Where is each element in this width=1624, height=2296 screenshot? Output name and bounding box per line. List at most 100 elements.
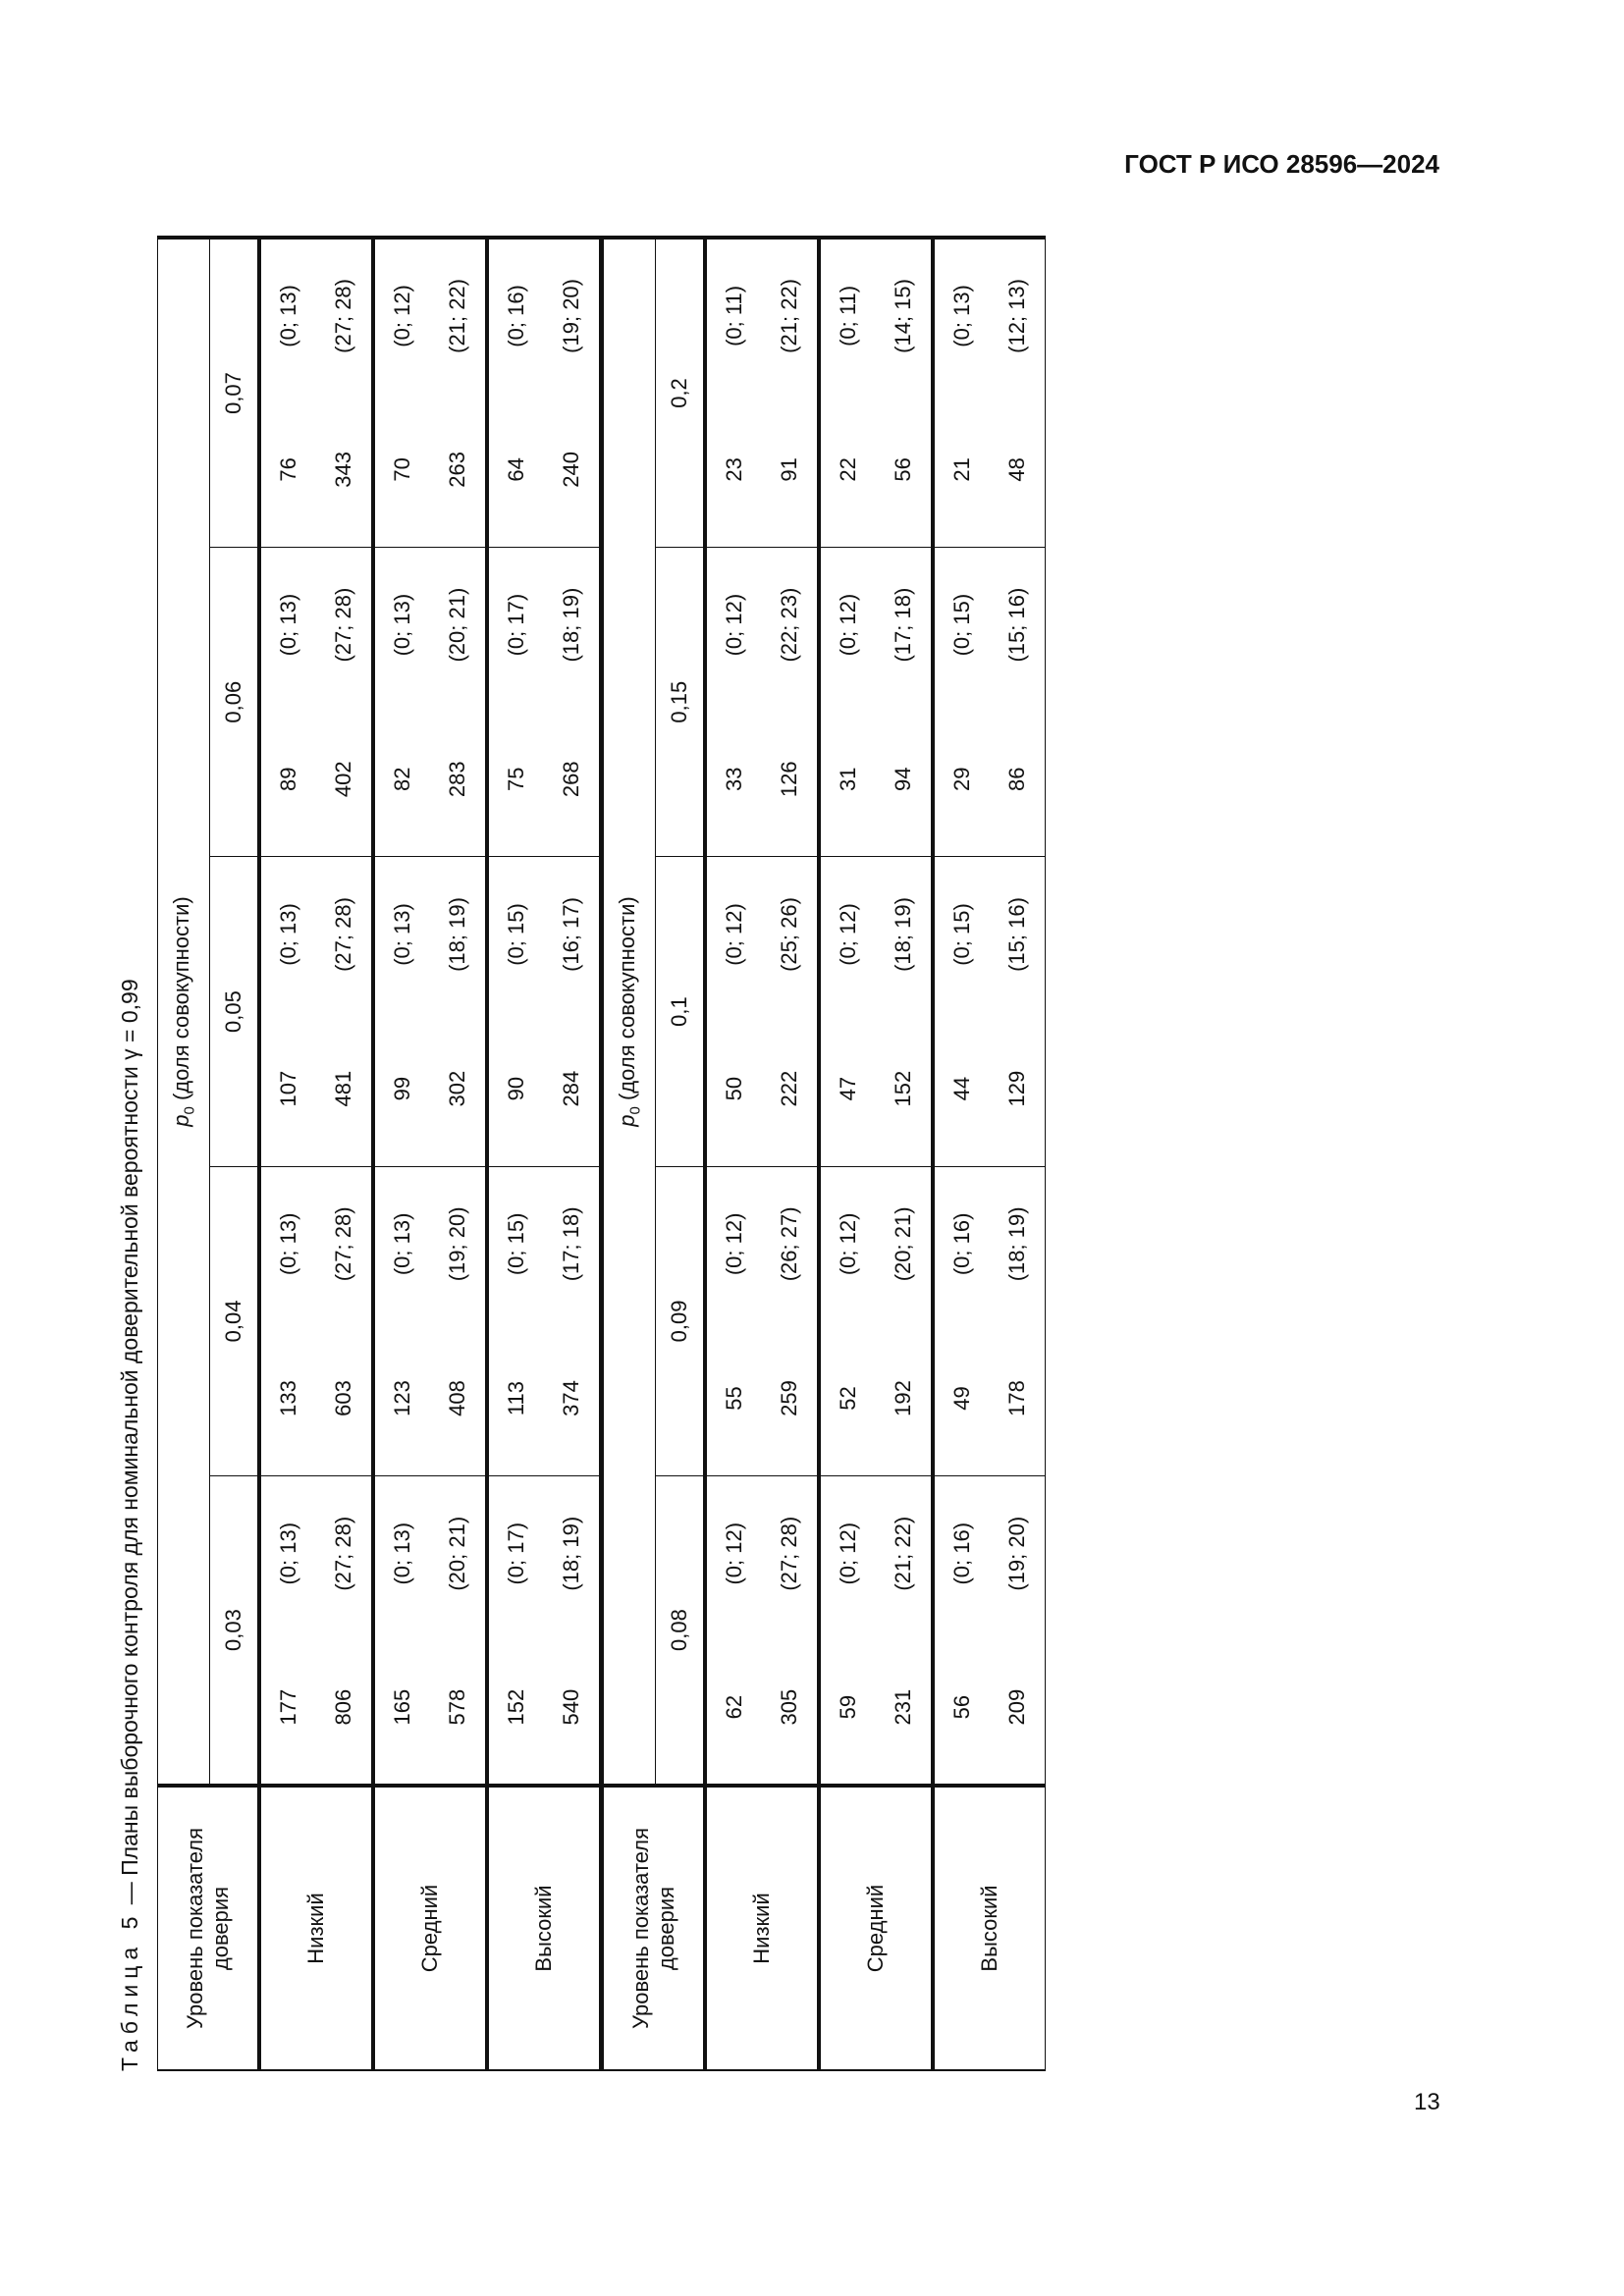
- caption-label: Таблица 5: [117, 1910, 142, 2071]
- acceptance-interval-cell: (15; 16): [990, 547, 1046, 703]
- acceptance-interval-cell: (20; 21): [876, 1166, 933, 1321]
- sample-size-cell: 152: [487, 1630, 544, 1786]
- acceptance-interval-cell: (20; 21): [430, 1475, 487, 1631]
- level-header: Уровень показателя доверия: [603, 1786, 705, 2070]
- acceptance-interval-cell: (19; 20): [990, 1475, 1046, 1631]
- table-row: Средний 165 (0; 13) 123 (0; 13) 99 (0; 13) 82 (0…: [373, 238, 487, 2070]
- sample-size-cell: 305: [762, 1630, 819, 1786]
- sample-size-cell: 540: [544, 1630, 601, 1786]
- sample-size-cell: 82: [373, 702, 430, 857]
- acceptance-interval-cell: (18; 19): [876, 856, 933, 1012]
- sample-size-cell: 99: [373, 1011, 430, 1167]
- acceptance-interval-cell: (0; 13): [933, 238, 990, 393]
- acceptance-interval-cell: (25; 26): [762, 856, 819, 1012]
- level-header: Уровень показателя доверия: [157, 1786, 259, 2070]
- acceptance-interval-cell: (0; 13): [259, 856, 316, 1012]
- sample-size-cell: 47: [819, 1011, 876, 1167]
- acceptance-interval-cell: (27; 28): [762, 1475, 819, 1631]
- sample-size-cell: 90: [487, 1011, 544, 1167]
- level-cell: Низкий: [705, 1786, 819, 2070]
- p-value-header: 0,05: [209, 856, 259, 1167]
- acceptance-interval-cell: (0; 16): [933, 1475, 990, 1631]
- sample-size-cell: 152: [876, 1011, 933, 1167]
- acceptance-interval-cell: (0; 12): [819, 1475, 876, 1631]
- acceptance-interval-cell: (19; 20): [544, 238, 601, 393]
- acceptance-interval-cell: (21; 22): [762, 238, 819, 393]
- acceptance-interval-cell: (0; 12): [819, 547, 876, 703]
- sample-size-cell: 33: [705, 702, 762, 857]
- acceptance-interval-cell: (17; 18): [876, 547, 933, 703]
- acceptance-interval-cell: (0; 11): [819, 238, 876, 393]
- acceptance-interval-cell: (14; 15): [876, 238, 933, 393]
- sample-size-cell: 133: [259, 1320, 316, 1476]
- sample-size-cell: 343: [316, 392, 373, 548]
- sample-size-cell: 89: [259, 702, 316, 857]
- acceptance-interval-cell: (0; 17): [487, 1475, 544, 1631]
- acceptance-interval-cell: (27; 28): [316, 547, 373, 703]
- sample-size-cell: 56: [876, 392, 933, 548]
- sample-size-cell: 806: [316, 1630, 373, 1786]
- acceptance-interval-cell: (0; 13): [373, 856, 430, 1012]
- table-row: Низкий 62 (0; 12) 55 (0; 12) 50 (0; 12) 33 (0; 1…: [705, 238, 819, 2070]
- sample-size-cell: 64: [487, 392, 544, 548]
- table-row: Низкий 177 (0; 13) 133 (0; 13) 107 (0; 13) 89 (0…: [259, 238, 373, 2070]
- p-value-header: 0,03: [209, 1475, 259, 1786]
- acceptance-interval-cell: (16; 17): [544, 856, 601, 1012]
- p-value-header: 0,07: [209, 238, 259, 548]
- p-value-header: 0,08: [655, 1475, 705, 1786]
- acceptance-interval-cell: (0; 16): [487, 238, 544, 393]
- p-value-header: 0,04: [209, 1166, 259, 1476]
- table-part-2: Уровень показателя доверия p0 (доля совок…: [603, 236, 1046, 2071]
- acceptance-interval-cell: (18; 19): [544, 1475, 601, 1631]
- sample-size-cell: 59: [819, 1630, 876, 1786]
- sample-size-cell: 402: [316, 702, 373, 857]
- sample-size-cell: 165: [373, 1630, 430, 1786]
- acceptance-interval-cell: (0; 13): [259, 547, 316, 703]
- sample-size-cell: 55: [705, 1320, 762, 1476]
- p0-header: p0 (доля совокупности): [603, 238, 656, 1786]
- sample-size-cell: 123: [373, 1320, 430, 1476]
- p-value-header: 0,09: [655, 1166, 705, 1476]
- level-cell: Средний: [373, 1786, 487, 2070]
- p-value-header: 0,1: [655, 856, 705, 1167]
- acceptance-interval-cell: (0; 12): [819, 856, 876, 1012]
- sampling-plans-table: Уровень показателя доверия p0 (доля совок…: [157, 236, 1046, 2071]
- level-cell: Высокий: [933, 1786, 1046, 2070]
- sample-size-cell: 94: [876, 702, 933, 857]
- table-row: Средний 59 (0; 12) 52 (0; 12) 47 (0; 12) 31 (0; …: [819, 238, 933, 2070]
- p-value-header: 0,15: [655, 547, 705, 857]
- acceptance-interval-cell: (0; 13): [373, 1166, 430, 1321]
- sample-size-cell: 23: [705, 392, 762, 548]
- sample-size-cell: 107: [259, 1011, 316, 1167]
- sample-size-cell: 113: [487, 1320, 544, 1476]
- p-value-header: 0,06: [209, 547, 259, 857]
- acceptance-interval-cell: (12; 13): [990, 238, 1046, 393]
- sample-size-cell: 178: [990, 1320, 1046, 1476]
- acceptance-interval-cell: (21; 22): [876, 1475, 933, 1631]
- acceptance-interval-cell: (0; 12): [705, 856, 762, 1012]
- sample-size-cell: 283: [430, 702, 487, 857]
- acceptance-interval-cell: (0; 16): [933, 1166, 990, 1321]
- acceptance-interval-cell: (27; 28): [316, 1475, 373, 1631]
- sample-size-cell: 240: [544, 392, 601, 548]
- acceptance-interval-cell: (22; 23): [762, 547, 819, 703]
- page-number: 13: [1414, 2089, 1440, 2115]
- sample-size-cell: 263: [430, 392, 487, 548]
- document-header: ГОСТ Р ИСО 28596—2024: [1124, 149, 1439, 179]
- acceptance-interval-cell: (0; 15): [933, 856, 990, 1012]
- sample-size-cell: 50: [705, 1011, 762, 1167]
- sample-size-cell: 126: [762, 702, 819, 857]
- acceptance-interval-cell: (19; 20): [430, 1166, 487, 1321]
- sample-size-cell: 62: [705, 1630, 762, 1786]
- sample-size-cell: 177: [259, 1630, 316, 1786]
- sample-size-cell: 603: [316, 1320, 373, 1476]
- sample-size-cell: 481: [316, 1011, 373, 1167]
- acceptance-interval-cell: (0; 12): [373, 238, 430, 393]
- acceptance-interval-cell: (0; 13): [259, 238, 316, 393]
- sample-size-cell: 86: [990, 702, 1046, 857]
- level-cell: Высокий: [487, 1786, 601, 2070]
- acceptance-interval-cell: (20; 21): [430, 547, 487, 703]
- acceptance-interval-cell: (17; 18): [544, 1166, 601, 1321]
- sample-size-cell: 76: [259, 392, 316, 548]
- sample-size-cell: 209: [990, 1630, 1046, 1786]
